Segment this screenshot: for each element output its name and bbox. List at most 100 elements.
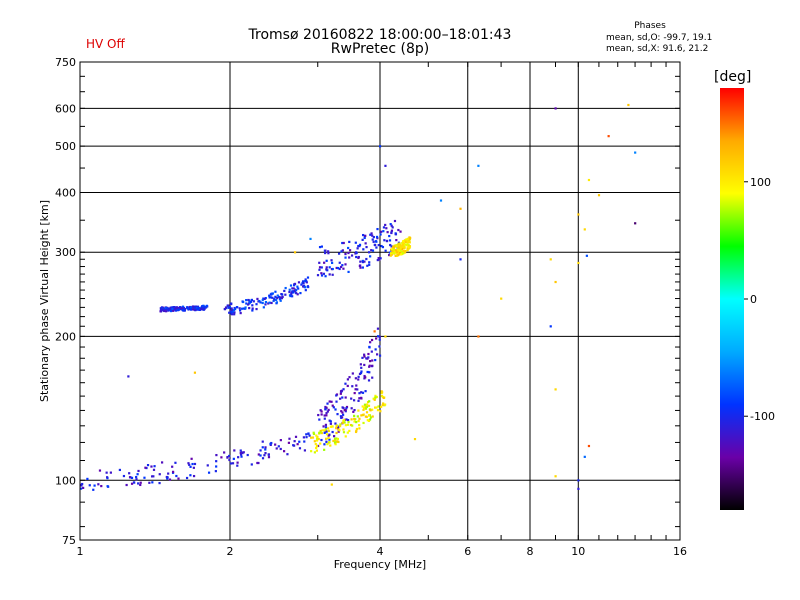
data-point <box>335 424 338 428</box>
data-point <box>328 273 331 276</box>
data-point <box>203 306 206 309</box>
data-point <box>324 251 327 255</box>
data-point <box>363 363 366 367</box>
data-point <box>233 449 236 452</box>
data-point <box>125 483 128 487</box>
data-point <box>282 450 286 453</box>
data-point <box>554 107 557 110</box>
data-point <box>255 307 258 311</box>
data-point <box>135 475 138 479</box>
data-point <box>304 289 307 292</box>
data-point <box>371 249 375 252</box>
data-point <box>357 378 360 381</box>
data-point <box>390 245 393 248</box>
data-point <box>245 299 248 302</box>
data-point <box>270 441 273 445</box>
data-point <box>404 239 407 242</box>
data-point <box>577 213 580 216</box>
data-point <box>342 267 345 270</box>
data-point <box>241 451 244 455</box>
data-point <box>127 375 130 378</box>
data-point <box>274 295 277 298</box>
data-point <box>390 248 394 251</box>
data-point <box>335 437 338 440</box>
data-point <box>376 237 379 240</box>
data-point <box>379 410 382 413</box>
data-point <box>330 261 334 265</box>
data-point <box>335 400 338 403</box>
data-point <box>335 394 338 397</box>
data-point <box>382 230 385 233</box>
data-point <box>295 292 298 295</box>
data-point <box>318 266 322 269</box>
data-point <box>327 429 330 433</box>
data-point <box>320 272 323 275</box>
data-point <box>357 244 360 248</box>
data-point <box>355 255 358 259</box>
data-point <box>356 388 359 391</box>
data-point <box>368 263 371 266</box>
phases-title: Phases <box>634 21 666 31</box>
data-point <box>407 245 410 248</box>
data-point <box>296 443 299 446</box>
data-point <box>357 256 360 260</box>
data-point <box>314 442 317 446</box>
data-point <box>367 414 371 417</box>
data-point <box>389 243 392 247</box>
data-point <box>345 407 348 410</box>
data-point <box>297 281 301 284</box>
data-point <box>80 484 83 487</box>
data-point <box>382 226 386 229</box>
data-point <box>296 293 299 296</box>
data-point <box>391 250 394 253</box>
data-point <box>377 335 380 338</box>
data-point <box>379 257 382 260</box>
data-point <box>215 453 218 457</box>
data-point <box>401 244 405 247</box>
x-tick-label: 2 <box>227 545 234 558</box>
data-point <box>262 306 265 309</box>
data-point <box>232 309 236 312</box>
data-point <box>139 483 142 487</box>
data-point <box>146 464 150 467</box>
data-point <box>191 462 194 466</box>
data-point <box>311 436 315 439</box>
data-point <box>362 406 366 410</box>
data-point <box>396 254 399 257</box>
data-point <box>293 284 296 287</box>
data-point <box>554 388 557 391</box>
data-point <box>322 272 326 275</box>
data-point <box>313 440 316 443</box>
data-point <box>264 452 267 455</box>
y-tick-label: 300 <box>55 246 76 259</box>
data-point <box>92 488 95 491</box>
data-point <box>325 266 328 269</box>
data-point <box>385 239 389 243</box>
data-point <box>248 306 251 310</box>
data-point <box>383 239 386 242</box>
data-point <box>168 478 172 481</box>
data-point <box>100 484 103 488</box>
data-point <box>292 291 295 294</box>
data-point <box>287 441 291 444</box>
data-point <box>193 371 197 374</box>
data-point <box>366 419 369 422</box>
data-point <box>256 297 259 301</box>
data-point <box>333 437 337 440</box>
data-point <box>405 240 408 243</box>
data-point <box>316 435 319 438</box>
data-point <box>276 294 279 297</box>
data-point <box>341 264 344 267</box>
data-point <box>577 261 580 265</box>
data-point <box>357 399 360 402</box>
data-point <box>337 252 341 255</box>
data-point <box>394 250 398 253</box>
data-point <box>259 454 262 457</box>
data-point <box>230 302 233 305</box>
data-point <box>585 254 588 257</box>
data-point <box>337 430 340 433</box>
data-point <box>318 245 322 249</box>
data-point <box>344 252 347 256</box>
data-point <box>549 258 552 261</box>
data-point <box>199 308 202 311</box>
